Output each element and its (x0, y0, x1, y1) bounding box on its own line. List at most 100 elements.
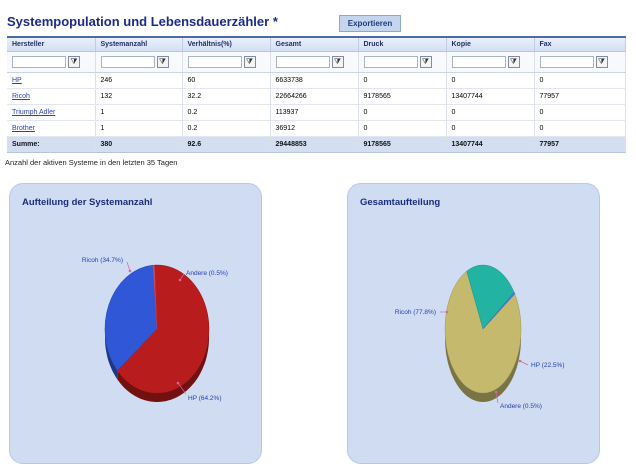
pie-slice[interactable] (466, 264, 515, 330)
sum-cell: 9178565 (358, 136, 447, 153)
table-cell: 0 (446, 72, 535, 89)
table-cell: 13407744 (446, 88, 535, 105)
table-cell: 77957 (534, 88, 626, 105)
table-cell: 60 (182, 72, 271, 89)
manufacturer-link[interactable]: HP (12, 77, 22, 84)
filter-cell: ⧩ (7, 51, 96, 73)
filter-cell: ⧩ (270, 51, 359, 73)
table-cell: 1 (95, 104, 183, 121)
table-cell: 0 (446, 120, 535, 137)
filter-icon[interactable]: ⧩ (331, 56, 344, 68)
filter-cell: ⧩ (95, 51, 183, 73)
column-header-fax[interactable]: Fax (534, 36, 626, 52)
filter-input-druck[interactable] (363, 56, 418, 68)
pie-slice[interactable] (116, 264, 210, 394)
filter-icon[interactable]: ⧩ (156, 56, 169, 68)
chart-title: Gesamtaufteilung (360, 197, 441, 208)
table-cell: 0 (534, 120, 626, 137)
sum-cell: 92.6 (182, 136, 271, 153)
pie-slice-label: HP (22.5%) (531, 362, 564, 369)
sum-cell: 380 (95, 136, 183, 153)
manufacturer-link[interactable]: Ricoh (12, 93, 30, 100)
filter-input-kopie[interactable] (451, 56, 506, 68)
sum-cell: Summe: (7, 136, 96, 153)
filter-icon[interactable]: ⧩ (595, 56, 608, 68)
pie-label-dot (445, 310, 449, 314)
pie-label-dot (178, 278, 182, 282)
system-count-chart-panel: Aufteilung der Systemanzahl HP (64.2%) Ri… (9, 183, 262, 464)
sum-row: Summe: 380 92.6 29448853 9178565 1340774… (7, 136, 626, 153)
pie-label-leader (177, 382, 187, 395)
pie-label-leader (126, 261, 131, 272)
pie-slice-label: Ricoh (77.8%) (395, 309, 436, 316)
pie-slice[interactable] (104, 264, 158, 371)
pie-label-dot (518, 359, 522, 363)
table-cell: 6633738 (270, 72, 359, 89)
column-header-kopie[interactable]: Kopie (446, 36, 535, 52)
table-row: HP 246 60 6633738 0 0 0 (7, 72, 626, 89)
sum-cell: 77957 (534, 136, 626, 153)
page-title: Systempopulation und Lebensdauerzähler * (7, 14, 278, 29)
total-split-chart-panel: Gesamtaufteilung Ricoh (77.8%) HP (22.5%)… (347, 183, 600, 464)
table-cell: 0 (446, 104, 535, 121)
table-cell: Brother (7, 120, 96, 137)
table-cell: 36912 (270, 120, 359, 137)
export-button[interactable]: Exportieren (339, 15, 401, 32)
table-cell: HP (7, 72, 96, 89)
pie-slice[interactable] (152, 264, 158, 330)
table-cell: 0.2 (182, 120, 271, 137)
filter-input-systemanzahl[interactable] (100, 56, 155, 68)
column-header-systemanzahl[interactable]: Systemanzahl (95, 36, 183, 52)
filter-cell: ⧩ (182, 51, 271, 73)
sum-cell: 13407744 (446, 136, 535, 153)
column-header-druck[interactable]: Druck (358, 36, 447, 52)
table-cell: 0 (534, 72, 626, 89)
table-header-row: Hersteller Systemanzahl Verhältnis(%) Ge… (7, 36, 626, 52)
filter-cell: ⧩ (446, 51, 535, 73)
active-systems-note: Anzahl der aktiven Systeme in den letzte… (5, 158, 178, 167)
table-row: Triumph Adler 1 0.2 113937 0 0 0 (7, 104, 626, 121)
pie-label-dot (128, 269, 132, 273)
pie-slice-label: HP (64.2%) (188, 395, 221, 402)
pie-label-leader (495, 391, 499, 404)
column-header-gesamt[interactable]: Gesamt (270, 36, 359, 52)
filter-input-verhaeltnis[interactable] (187, 56, 242, 68)
table-cell: 32.2 (182, 88, 271, 105)
filter-cell: ⧩ (358, 51, 447, 73)
table-row: Brother 1 0.2 36912 0 0 0 (7, 120, 626, 137)
pie-slice-label: Ricoh (34.7%) (82, 257, 123, 264)
pie-slice-label: Andere (0.5%) (500, 403, 542, 410)
table-cell: 132 (95, 88, 183, 105)
filter-icon[interactable]: ⧩ (243, 56, 256, 68)
table-cell: 9178565 (358, 88, 447, 105)
table-row: Ricoh 132 32.2 22664266 9178565 13407744… (7, 88, 626, 105)
column-header-hersteller[interactable]: Hersteller (7, 36, 96, 52)
pie-label-leader (519, 360, 529, 366)
pie-slice-side (117, 265, 209, 402)
pie-slice-label: Andere (0.5%) (186, 270, 228, 277)
table-cell: 1 (95, 120, 183, 137)
filter-icon[interactable]: ⧩ (68, 56, 80, 68)
pie-slice[interactable] (444, 270, 522, 394)
total-split-pie-chart: Ricoh (77.8%) HP (22.5%) Andere (0.5%) (395, 264, 564, 410)
chart-title: Aufteilung der Systemanzahl (22, 197, 153, 208)
pie-slice[interactable] (482, 291, 516, 330)
filter-input-fax[interactable] (539, 56, 594, 68)
table-cell: 0 (358, 72, 447, 89)
sum-cell: 29448853 (270, 136, 359, 153)
table-cell: Triumph Adler (7, 104, 96, 121)
table-cell: Ricoh (7, 88, 96, 105)
manufacturer-link[interactable]: Brother (12, 125, 35, 132)
table-cell: 22664266 (270, 88, 359, 105)
filter-cell: ⧩ (534, 51, 626, 73)
filter-icon[interactable]: ⧩ (507, 56, 520, 68)
table-cell: 113937 (270, 104, 359, 121)
filter-input-hersteller[interactable] (12, 56, 66, 68)
filter-icon[interactable]: ⧩ (419, 56, 432, 68)
filter-row: ⧩ ⧩ ⧩ ⧩ ⧩ ⧩ ⧩ (7, 51, 626, 73)
manufacturer-link[interactable]: Triumph Adler (12, 109, 56, 116)
table-cell: 0 (358, 120, 447, 137)
population-table: Hersteller Systemanzahl Verhältnis(%) Ge… (7, 36, 626, 153)
column-header-verhaeltnis[interactable]: Verhältnis(%) (182, 36, 271, 52)
filter-input-gesamt[interactable] (275, 56, 330, 68)
